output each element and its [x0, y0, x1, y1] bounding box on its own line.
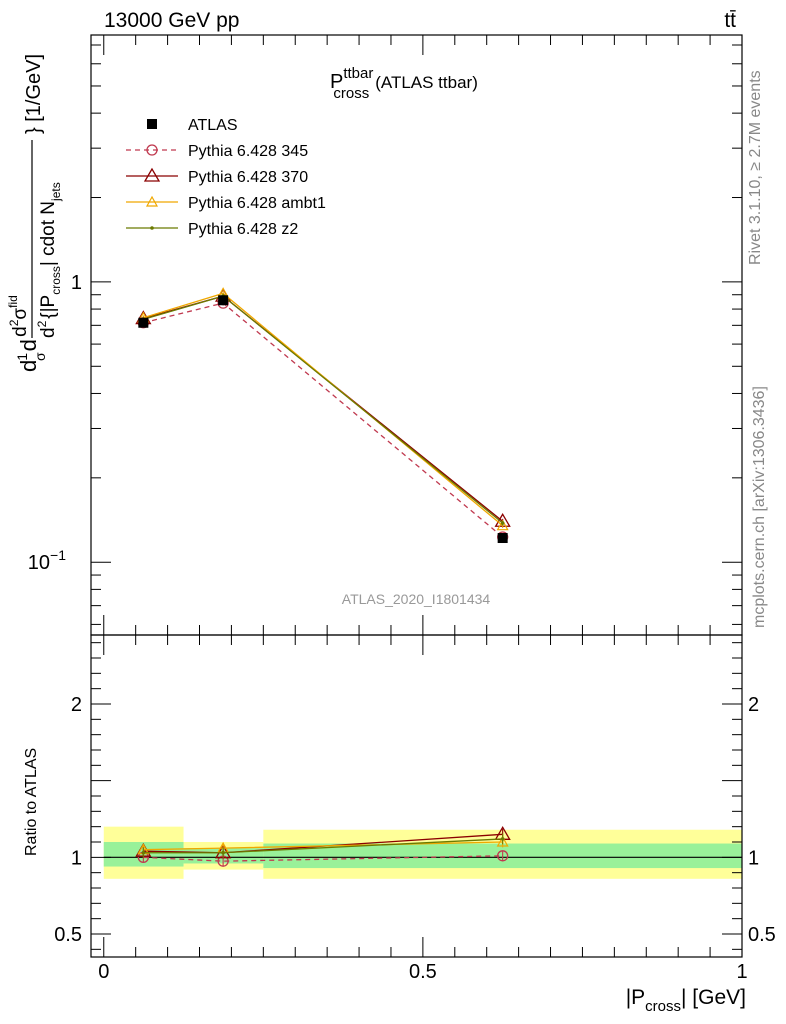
x-axis-label: |Pcross| [GeV] [626, 986, 746, 1015]
mcplots-label: mcplots.cern.ch [arXiv:1306.3436] [751, 386, 768, 628]
ratio-point-pythia-6-428-ambt1 [496, 835, 509, 847]
legend-label-atlas: ATLAS [188, 117, 238, 134]
main-series-line-pythia-6-428-ambt1 [143, 292, 504, 527]
plot-title: Pttbar cross (ATLAS ttbar) [330, 65, 478, 102]
main-point-atlas [138, 317, 149, 328]
analysis-watermark: ATLAS_2020_I1801434 [342, 591, 491, 607]
ylabel-den-sq: 2 [35, 320, 49, 327]
ylabel-d1: d [16, 360, 41, 372]
main-series-line-pythia-6-428-370 [143, 295, 504, 522]
x-tick-label: 0.5 [409, 961, 437, 983]
legend-label-pythia-6-428-345: Pythia 6.428 345 [188, 143, 308, 160]
plot-title-sup: ttbar [343, 65, 373, 82]
legend: ATLAS Pythia 6.428 345 Pythia 6.428 370 Pyt… [126, 117, 326, 238]
xlabel-sub: cross [645, 998, 681, 1015]
ylabel-d2: d [16, 339, 41, 351]
legend-marker-pythia-6-428-345 [146, 144, 158, 156]
main-point-atlas [218, 295, 229, 306]
legend-label-pythia-6-428-ambt1: Pythia 6.428 ambt1 [188, 195, 326, 212]
ratio-y-tick-label-right: 1 [748, 847, 759, 869]
xlabel-main: |P [626, 986, 645, 1009]
ylabel-den-rest: | cdot N [38, 201, 59, 266]
ylabel-one: 1 [14, 353, 30, 361]
legend-marker-pythia-6-428-370 [143, 167, 161, 182]
legend-marker-atlas [147, 119, 157, 129]
svg-text:d2σfid: d2σfid [6, 295, 31, 337]
main-y-tick-exp: −1 [50, 547, 66, 563]
ratio-y-axis-label: Ratio to ATLAS [23, 748, 40, 856]
ratio-y-tick-label-right: 0.5 [748, 924, 776, 946]
plot-title-rest: (ATLAS ttbar) [375, 73, 478, 92]
x-tick-label: 0 [98, 961, 109, 983]
ratio-plot-frame [90, 634, 743, 958]
ratio-point-pythia-6-428-z2 [221, 850, 225, 855]
main-y-axis-label: d1 σd d2σfid d2{|Pcross| cdot Njets } [1/… [6, 54, 63, 372]
x-tick-label: 1 [736, 961, 747, 983]
main-point-pythia-6-428-z2 [500, 521, 505, 525]
ylabel-den-jets: jets [49, 182, 63, 202]
plot-title-sub: cross [333, 85, 369, 102]
main-y-tick-label: 10−1 [28, 547, 66, 574]
plot-title-main: P [330, 71, 343, 93]
main-y-tick-label: 1 [71, 272, 82, 294]
ylabel-sigma: σ [32, 352, 48, 361]
legend-label-pythia-6-428-z2: Pythia 6.428 z2 [188, 221, 298, 238]
main-series-line-pythia-6-428-z2 [143, 295, 504, 524]
ratio-point-pythia-6-428-z2 [500, 837, 505, 841]
rivet-label: Rivet 3.1.10, ≥ 2.7M events [747, 70, 764, 265]
svg-text:d2{|Pcross| cdot Njets: d2{|Pcross| cdot Njets [35, 182, 63, 338]
legend-marker-pythia-6-428-z2 [150, 226, 154, 230]
ratio-y-tick-label: 2 [71, 694, 82, 716]
process-label: tt̄ [724, 9, 736, 32]
ratio-point-pythia-6-428-z2 [141, 850, 146, 855]
legend-label-pythia-6-428-370: Pythia 6.428 370 [188, 169, 308, 186]
ratio-point-pythia-6-428-345 [497, 850, 509, 862]
ratio-y-tick-label: 0.5 [54, 924, 82, 946]
ylabel-num-d: d [10, 326, 31, 337]
main-point-atlas [497, 533, 508, 544]
ylabel-num-fid: fid [6, 295, 20, 308]
xlabel-rest: | [GeV] [681, 986, 746, 1009]
energy-label: 13000 GeV pp [104, 9, 239, 32]
ylabel-num-sigma: σ [10, 308, 31, 320]
ylabel-num-sq: 2 [7, 319, 21, 326]
ratio-y-tick-label-right: 2 [748, 694, 759, 716]
ylabel-close: } [1/GeV] [23, 54, 45, 134]
main-series-line-pythia-6-428-345 [143, 302, 504, 538]
main-y-tick-base: 10 [28, 552, 50, 574]
ratio-y-tick-label: 1 [71, 847, 82, 869]
ylabel-den-p: {|P [38, 295, 59, 319]
ylabel-den-d: d [38, 327, 59, 338]
ylabel-den-sub: cross [49, 266, 63, 295]
main-point-pythia-6-428-ambt1 [496, 519, 509, 531]
legend-marker-pythia-6-428-ambt1 [145, 195, 159, 207]
